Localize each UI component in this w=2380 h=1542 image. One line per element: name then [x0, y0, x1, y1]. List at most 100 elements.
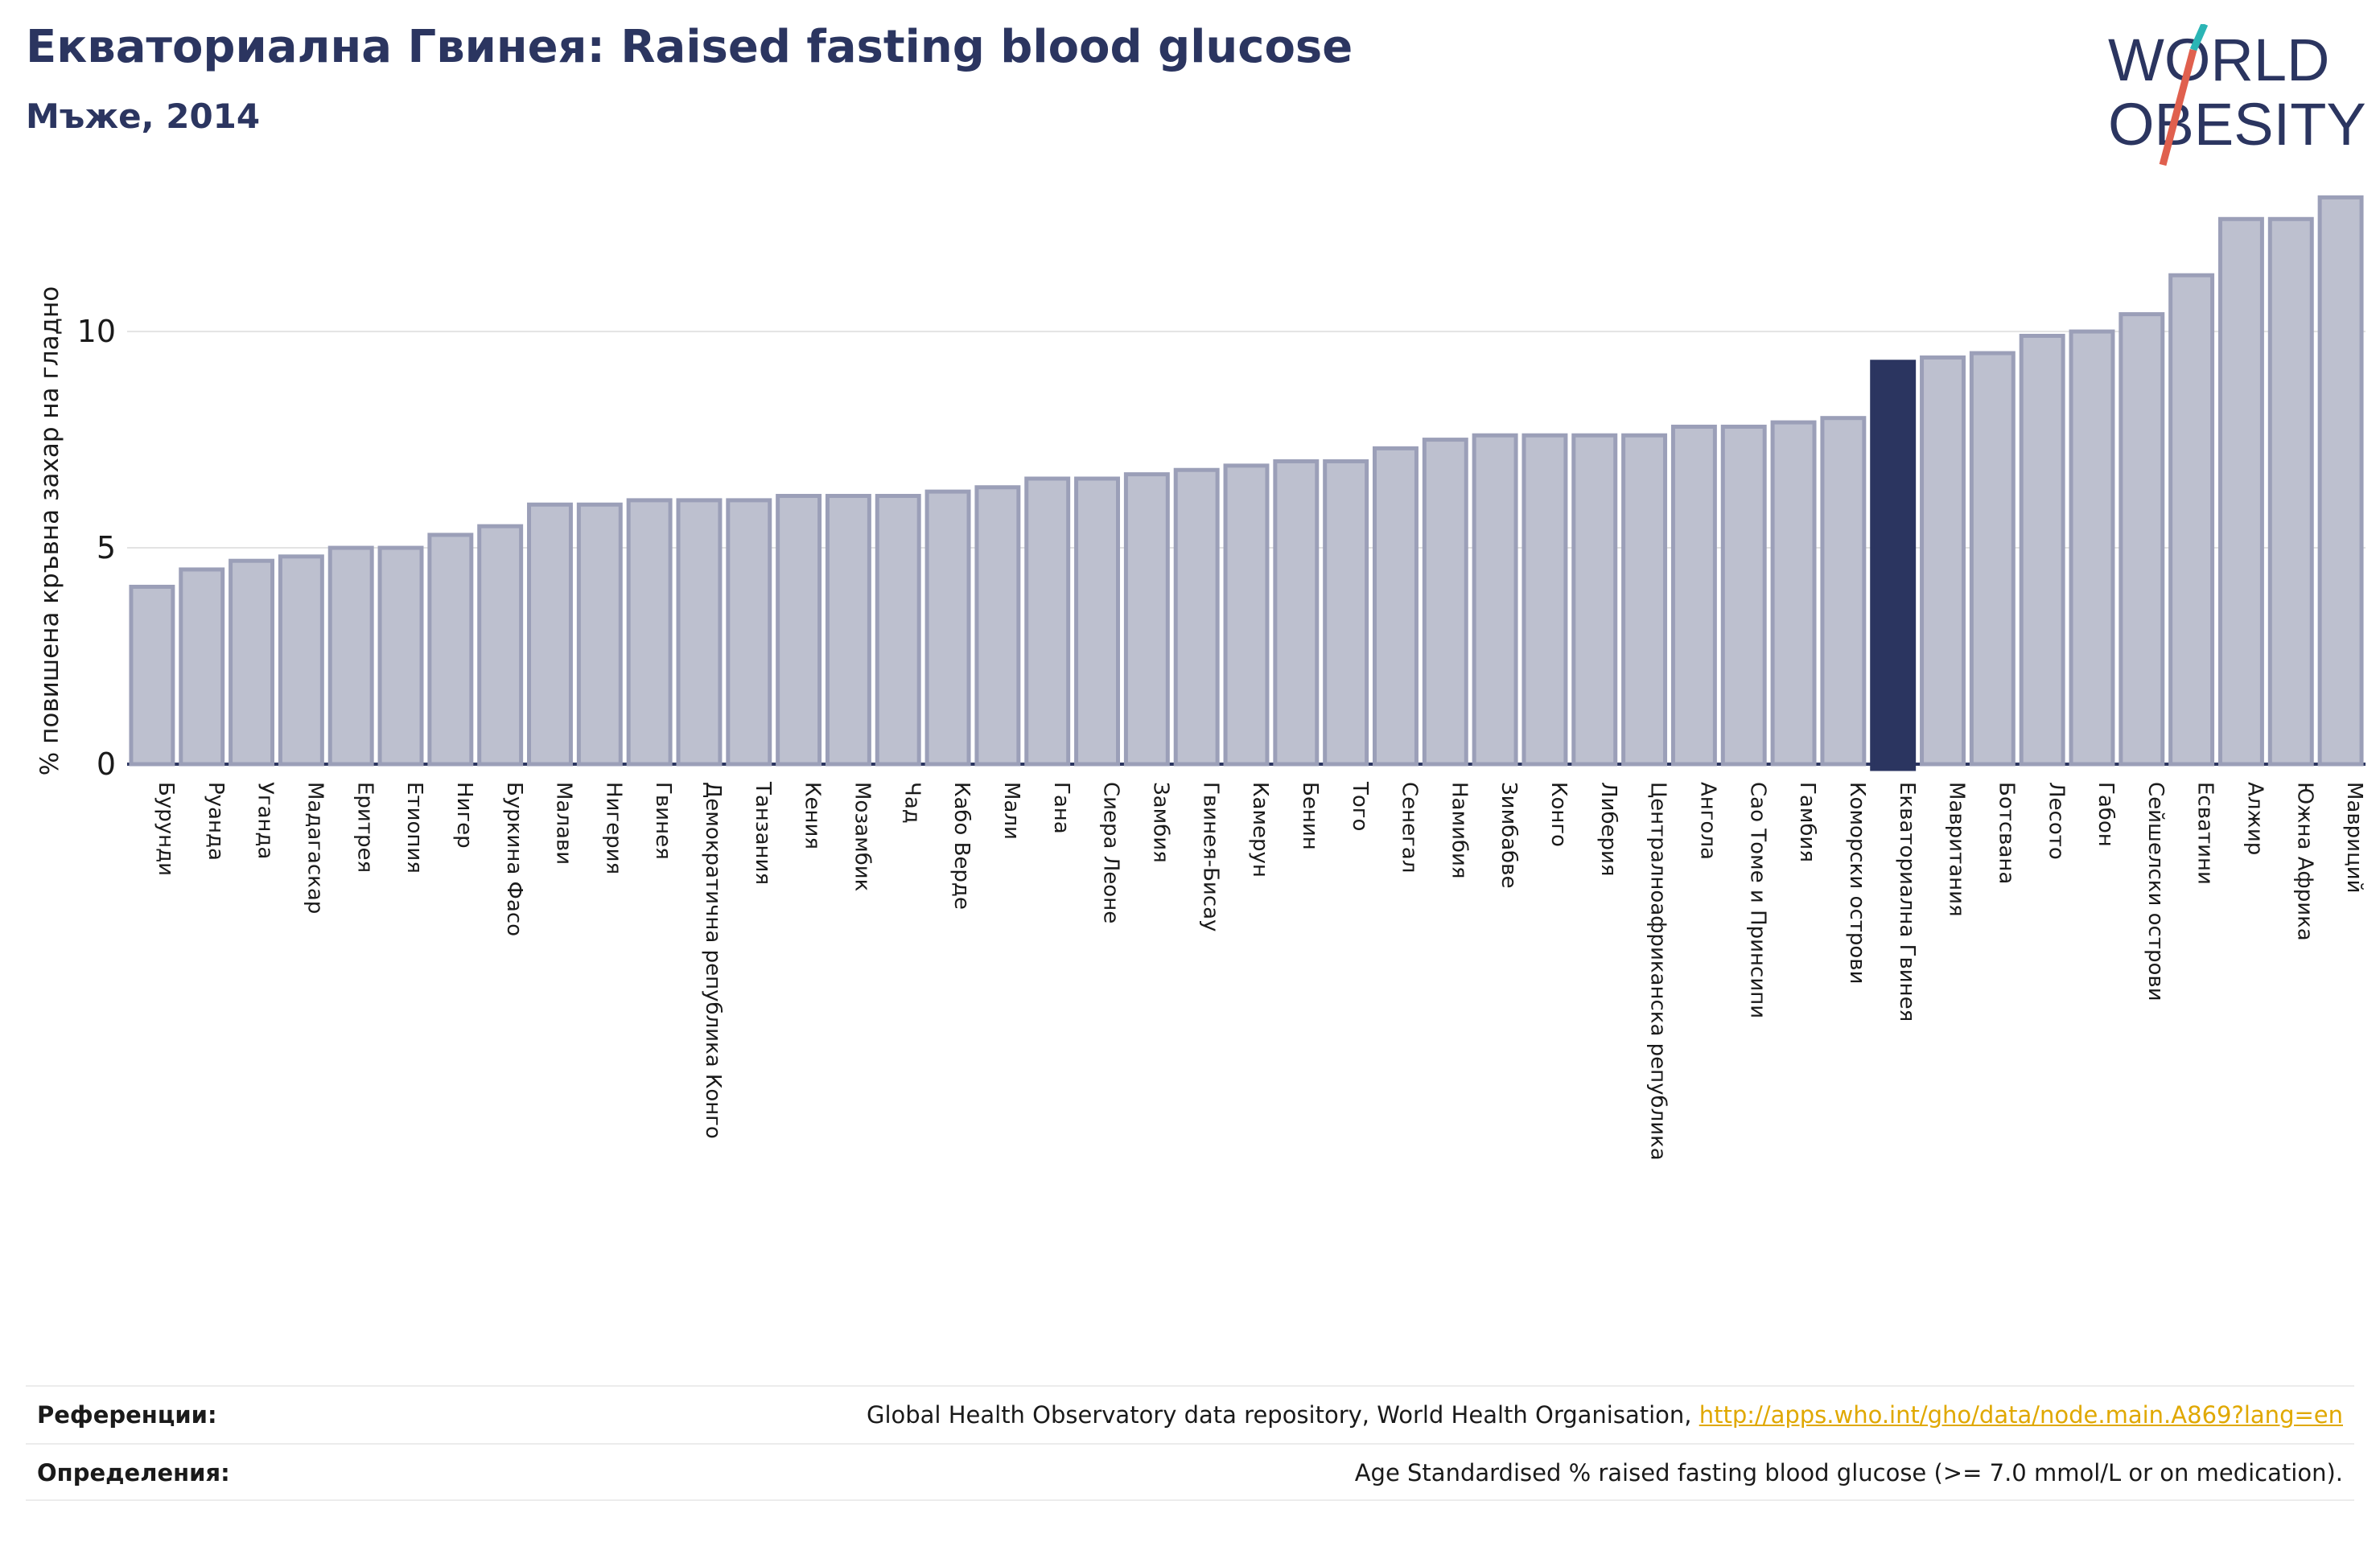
- x-tick-label: Демократична република Конго: [701, 782, 725, 1139]
- x-tick-label: Сенегал: [1398, 782, 1422, 873]
- x-tick-label: Мозамбик: [850, 782, 875, 891]
- x-tick-label: Нигерия: [601, 782, 625, 874]
- logo-line2: OBESITY: [2108, 91, 2366, 158]
- bar: [924, 489, 971, 767]
- bar: [576, 502, 623, 767]
- bar: [1472, 433, 1518, 767]
- x-tick-label: Нигер: [452, 782, 476, 849]
- bar: [1024, 476, 1071, 767]
- x-tick-label: Сейшелски острови: [2143, 782, 2168, 1001]
- x-tick-label: Гана: [1049, 782, 1073, 834]
- bar: [1870, 360, 1917, 771]
- x-tick-label: Чад: [900, 782, 924, 824]
- x-tick-label: Габон: [2094, 782, 2118, 847]
- definitions-text: Age Standardised % raised fasting blood …: [1354, 1459, 2343, 1486]
- y-tick-label: 10: [77, 314, 116, 349]
- x-tick-label: Алжир: [2243, 782, 2267, 855]
- y-tick-label: 0: [97, 746, 116, 782]
- bar: [676, 498, 723, 767]
- bar: [1969, 351, 2016, 767]
- definitions-row: Определения: Age Standardised % raised f…: [26, 1443, 2354, 1501]
- bar: [2217, 216, 2264, 767]
- x-tick-label: Танзания: [751, 781, 775, 885]
- bar: [974, 485, 1021, 767]
- footer-divider: [26, 1499, 2354, 1501]
- bar: [1621, 433, 1668, 767]
- x-tick-label: Гвинея: [651, 782, 675, 860]
- x-tick-label: Мавритания: [1945, 782, 1969, 917]
- bar: [1323, 458, 1369, 767]
- references-link[interactable]: http://apps.who.int/gho/data/node.main.A…: [1699, 1401, 2343, 1429]
- x-tick-label: Руанда: [204, 782, 228, 861]
- x-tick-label: Лесото: [2044, 782, 2068, 860]
- bar: [327, 545, 374, 767]
- logo-line1: WORLD: [2108, 27, 2329, 93]
- x-tick-label: Камерун: [1248, 782, 1272, 878]
- x-tick-label: Етиопия: [402, 782, 426, 874]
- chart-subtitle: Мъже, 2014: [26, 97, 261, 136]
- bar: [875, 494, 921, 767]
- x-tick-label: Мадагаскар: [303, 782, 327, 914]
- references-text: Global Health Observatory data repositor…: [866, 1401, 1699, 1429]
- x-tick-label: Замбия: [1148, 782, 1172, 863]
- x-tick-label: Сиера Леоне: [1099, 782, 1123, 923]
- bar: [1074, 476, 1120, 767]
- bar: [825, 494, 871, 767]
- bar: [1223, 463, 1270, 767]
- y-ticks: 0 5 10: [77, 314, 116, 782]
- x-tick-label: Есватини: [2193, 782, 2217, 885]
- x-tick-label: Централноафриканска република: [1646, 782, 1670, 1161]
- bar: [2019, 334, 2065, 767]
- bar: [2317, 195, 2364, 767]
- x-tick-label: Бурунди: [154, 782, 178, 876]
- x-tick-label: Либерия: [1596, 782, 1620, 877]
- bar: [1173, 467, 1220, 767]
- x-tick-label: Коморски острови: [1845, 782, 1869, 985]
- y-tick-label: 5: [97, 530, 116, 565]
- x-tick-label: Кения: [801, 782, 825, 849]
- world-obesity-logo: WORLD OBESITY: [2108, 24, 2366, 167]
- bar: [1373, 446, 1419, 767]
- x-tick-label: Южна Африка: [2292, 782, 2316, 941]
- bar: [1273, 458, 1320, 767]
- bar: [2267, 216, 2314, 767]
- x-tick-label: Того: [1348, 781, 1372, 831]
- references-row: Референции: Global Health Observatory da…: [26, 1385, 2354, 1443]
- bar: [229, 558, 275, 767]
- x-tick-label: Мали: [999, 782, 1023, 840]
- bar: [1920, 355, 1966, 767]
- x-tick-labels: Бурунди Руанда Уганда Мадагаскар Еритрея Етио…: [154, 781, 2366, 1161]
- logo-slash-red: [2159, 48, 2197, 167]
- x-tick-label: Мавриций: [2342, 782, 2366, 894]
- bar: [1770, 420, 1817, 767]
- x-tick-label: Гвинея-Бисау: [1198, 782, 1222, 931]
- references-value: Global Health Observatory data repositor…: [867, 1401, 2354, 1429]
- x-tick-label: Конго: [1546, 782, 1571, 847]
- x-tick-label: Екваториална Гвинея: [1895, 782, 1919, 1022]
- x-tick-label: Ботсвана: [1994, 782, 2018, 884]
- x-tick-label: Намибия: [1447, 782, 1471, 879]
- bar: [179, 567, 225, 767]
- x-tick-label: Кабо Верде: [949, 782, 974, 910]
- references-label: Референции:: [37, 1401, 217, 1429]
- chart-title: Екваториална Гвинея: Raised fasting bloo…: [26, 21, 1353, 73]
- x-tick-label: Гамбия: [1795, 782, 1819, 862]
- x-tick-label: Сао Томе и Принсипи: [1745, 782, 1769, 1018]
- bar: [726, 498, 772, 767]
- bar: [1720, 424, 1767, 767]
- x-tick-label: Еритрея: [352, 782, 377, 873]
- bar: [776, 494, 822, 767]
- bar: [377, 545, 424, 767]
- x-tick-label: Буркина Фасо: [502, 782, 526, 936]
- bar: [129, 584, 175, 767]
- bar: [477, 524, 524, 767]
- x-tick-label: Бенин: [1298, 782, 1322, 850]
- bar-chart: 0 5 10 Бурунди Руанда Уганда Мадагаскар Еритре…: [35, 195, 2366, 1161]
- bar: [2168, 273, 2215, 767]
- x-tick-label: Малави: [552, 782, 576, 865]
- x-tick-label: Уганда: [253, 782, 278, 859]
- bar: [1521, 433, 1568, 767]
- logo-slash-teal: [2189, 24, 2209, 51]
- bar: [2069, 329, 2115, 767]
- bar: [1820, 416, 1867, 767]
